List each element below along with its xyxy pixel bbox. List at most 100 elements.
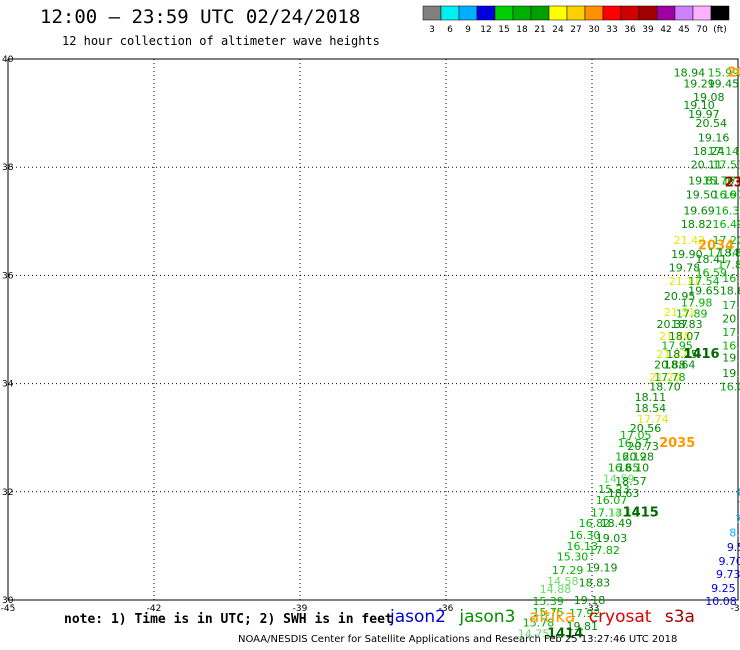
wave-height-value: 19.78: [669, 261, 701, 274]
wave-height-value: 18.70: [649, 380, 681, 393]
pass-time-label: 2034: [698, 239, 734, 254]
wave-height-value: 17.89: [676, 307, 708, 320]
wave-height-value: 18.25: [666, 348, 698, 361]
wave-height-value: 14.58: [547, 575, 579, 588]
wave-height-value: 18.94: [674, 67, 706, 80]
wave-height-value: 17.53: [713, 158, 740, 171]
x-tick-label: -42: [147, 604, 162, 614]
wave-height-value: 16.59: [695, 267, 727, 280]
wave-height-value: 19.16: [698, 131, 730, 144]
wave-height-value: 19.74: [722, 367, 740, 380]
wave-height-value: 21.27: [657, 348, 689, 361]
wave-height-value: 18.49: [601, 517, 633, 530]
wave-height-value: 16.72: [722, 272, 740, 285]
wave-height-value: 17.96: [722, 299, 740, 312]
color-scale-label: 27: [570, 25, 581, 35]
wave-height-value: 17.78: [654, 371, 686, 384]
x-tick-label: -39: [293, 604, 308, 614]
legend-s3a: s3a: [664, 607, 695, 627]
y-tick-label: 34: [2, 380, 14, 390]
wave-height-value: 9.25: [711, 582, 736, 595]
color-scale-label: 9: [465, 25, 471, 35]
color-scale-label: 33: [606, 25, 617, 35]
wave-height-value: 21.11: [669, 275, 701, 288]
pass-time-label: 2338: [725, 175, 740, 190]
wave-height-value: 14.88: [540, 583, 572, 596]
wave-height-value: 20.11: [691, 158, 723, 171]
satellite-legend: jason2 jason3 altika cryosat s3a: [390, 607, 703, 627]
wave-height-value: 17.20: [713, 234, 740, 247]
wave-height-value: 20.37: [657, 318, 689, 331]
wave-height-value: 19.97: [688, 108, 720, 121]
wave-height-value: 16.30: [569, 529, 601, 542]
wave-height-value: 8.: [738, 486, 740, 499]
wave-height-value: 19.81: [567, 620, 599, 633]
color-scale-label: 12: [480, 25, 491, 35]
wave-height-value: 16.13: [567, 540, 599, 553]
wave-height-value: 15.76: [703, 175, 735, 188]
wave-height-value: 15.23: [598, 483, 630, 496]
wave-height-value: 17.98: [681, 296, 713, 309]
wave-height-value: 15.39: [532, 595, 564, 608]
legend-jason3: jason3: [459, 607, 516, 627]
wave-height-value: 17.14: [708, 145, 740, 158]
legend-jason2: jason2: [390, 607, 446, 627]
wave-height-value: 17.83: [717, 259, 740, 272]
wave-height-value: 21.48: [659, 330, 691, 343]
color-scale-label: 42: [660, 25, 671, 35]
x-tick-label: -36: [439, 604, 454, 614]
wave-height-value: 20.56: [630, 422, 662, 435]
wave-height-value: 16.76: [722, 188, 740, 201]
wave-height-value: 16.49: [713, 218, 740, 231]
y-tick-label: 38: [2, 163, 14, 173]
x-tick-label: -33: [585, 604, 600, 614]
wave-height-value: 19.08: [693, 91, 725, 104]
wave-height-value: 19.90: [671, 248, 703, 261]
wave-height-value: 10.08: [705, 595, 737, 608]
wave-height-value: 20.73: [627, 440, 659, 453]
wave-height-value: 16.02: [720, 380, 740, 393]
wave-height-value: 18.41: [695, 253, 727, 266]
note-text: note: 1) Time is in UTC; 2) SWH is in fe…: [64, 612, 393, 627]
wave-height-value: 18.82: [681, 218, 713, 231]
color-scale-label: 15: [498, 25, 509, 35]
x-tick-label: -30: [731, 604, 740, 614]
wave-height-value: 21.42: [674, 234, 706, 247]
wave-height-value: 16.82: [579, 517, 611, 530]
wave-height-value: 17.82: [588, 544, 620, 557]
wave-height-value: 16.57: [618, 437, 650, 450]
wave-height-value: 18.24: [693, 145, 725, 158]
legend-cryosat: cryosat: [588, 607, 652, 627]
wave-height-value: 18.84: [717, 247, 740, 260]
chart-title: 12:00 — 23:59 UTC 02/24/2018: [40, 6, 361, 28]
pass-time-label: 1414: [547, 627, 583, 642]
wave-height-value: 14.15: [608, 506, 640, 519]
wave-height-value: 9.70: [718, 555, 740, 568]
color-scale-label: 6: [447, 25, 453, 35]
y-tick-label: 32: [2, 488, 13, 498]
wave-height-value: 15.78: [523, 617, 555, 630]
wave-height-value: 17.29: [552, 564, 584, 577]
wave-height-value: 21.51: [664, 306, 696, 319]
wave-height-value: 15.30: [557, 551, 589, 564]
wave-height-value: 18.64: [664, 359, 696, 372]
wave-height-value: 18.68: [720, 285, 740, 298]
wave-height-value: 17.95: [661, 340, 693, 353]
wave-height-value: 16.54: [722, 340, 740, 353]
wave-height-value: 16.30: [715, 204, 740, 217]
wave-height-value: 17.93: [722, 326, 740, 339]
wave-height-value: 19.69: [683, 204, 715, 217]
wave-height-value: 18.83: [671, 318, 703, 331]
wave-height-value: 18.83: [579, 577, 611, 590]
y-tick-label: 36: [2, 271, 14, 281]
color-scale-bar: 3 6 9 12 15 18 21 24 27 30 33 36 39 42 45 70 (ft): [422, 5, 730, 35]
wave-height-value: 17.92: [569, 607, 601, 620]
wave-height-value: 21.20: [649, 371, 681, 384]
color-scale-label: 70: [696, 25, 708, 35]
wave-height-value: 17.13: [591, 506, 623, 519]
pass-time-label: 2033: [727, 66, 740, 81]
y-tick-label: 30: [2, 596, 14, 606]
color-scale-label: 39: [642, 25, 654, 35]
y-tick-label: 40: [2, 55, 14, 65]
color-scale-label: 24: [552, 25, 564, 35]
